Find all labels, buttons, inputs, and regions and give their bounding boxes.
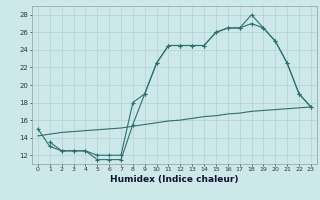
X-axis label: Humidex (Indice chaleur): Humidex (Indice chaleur) bbox=[110, 175, 239, 184]
